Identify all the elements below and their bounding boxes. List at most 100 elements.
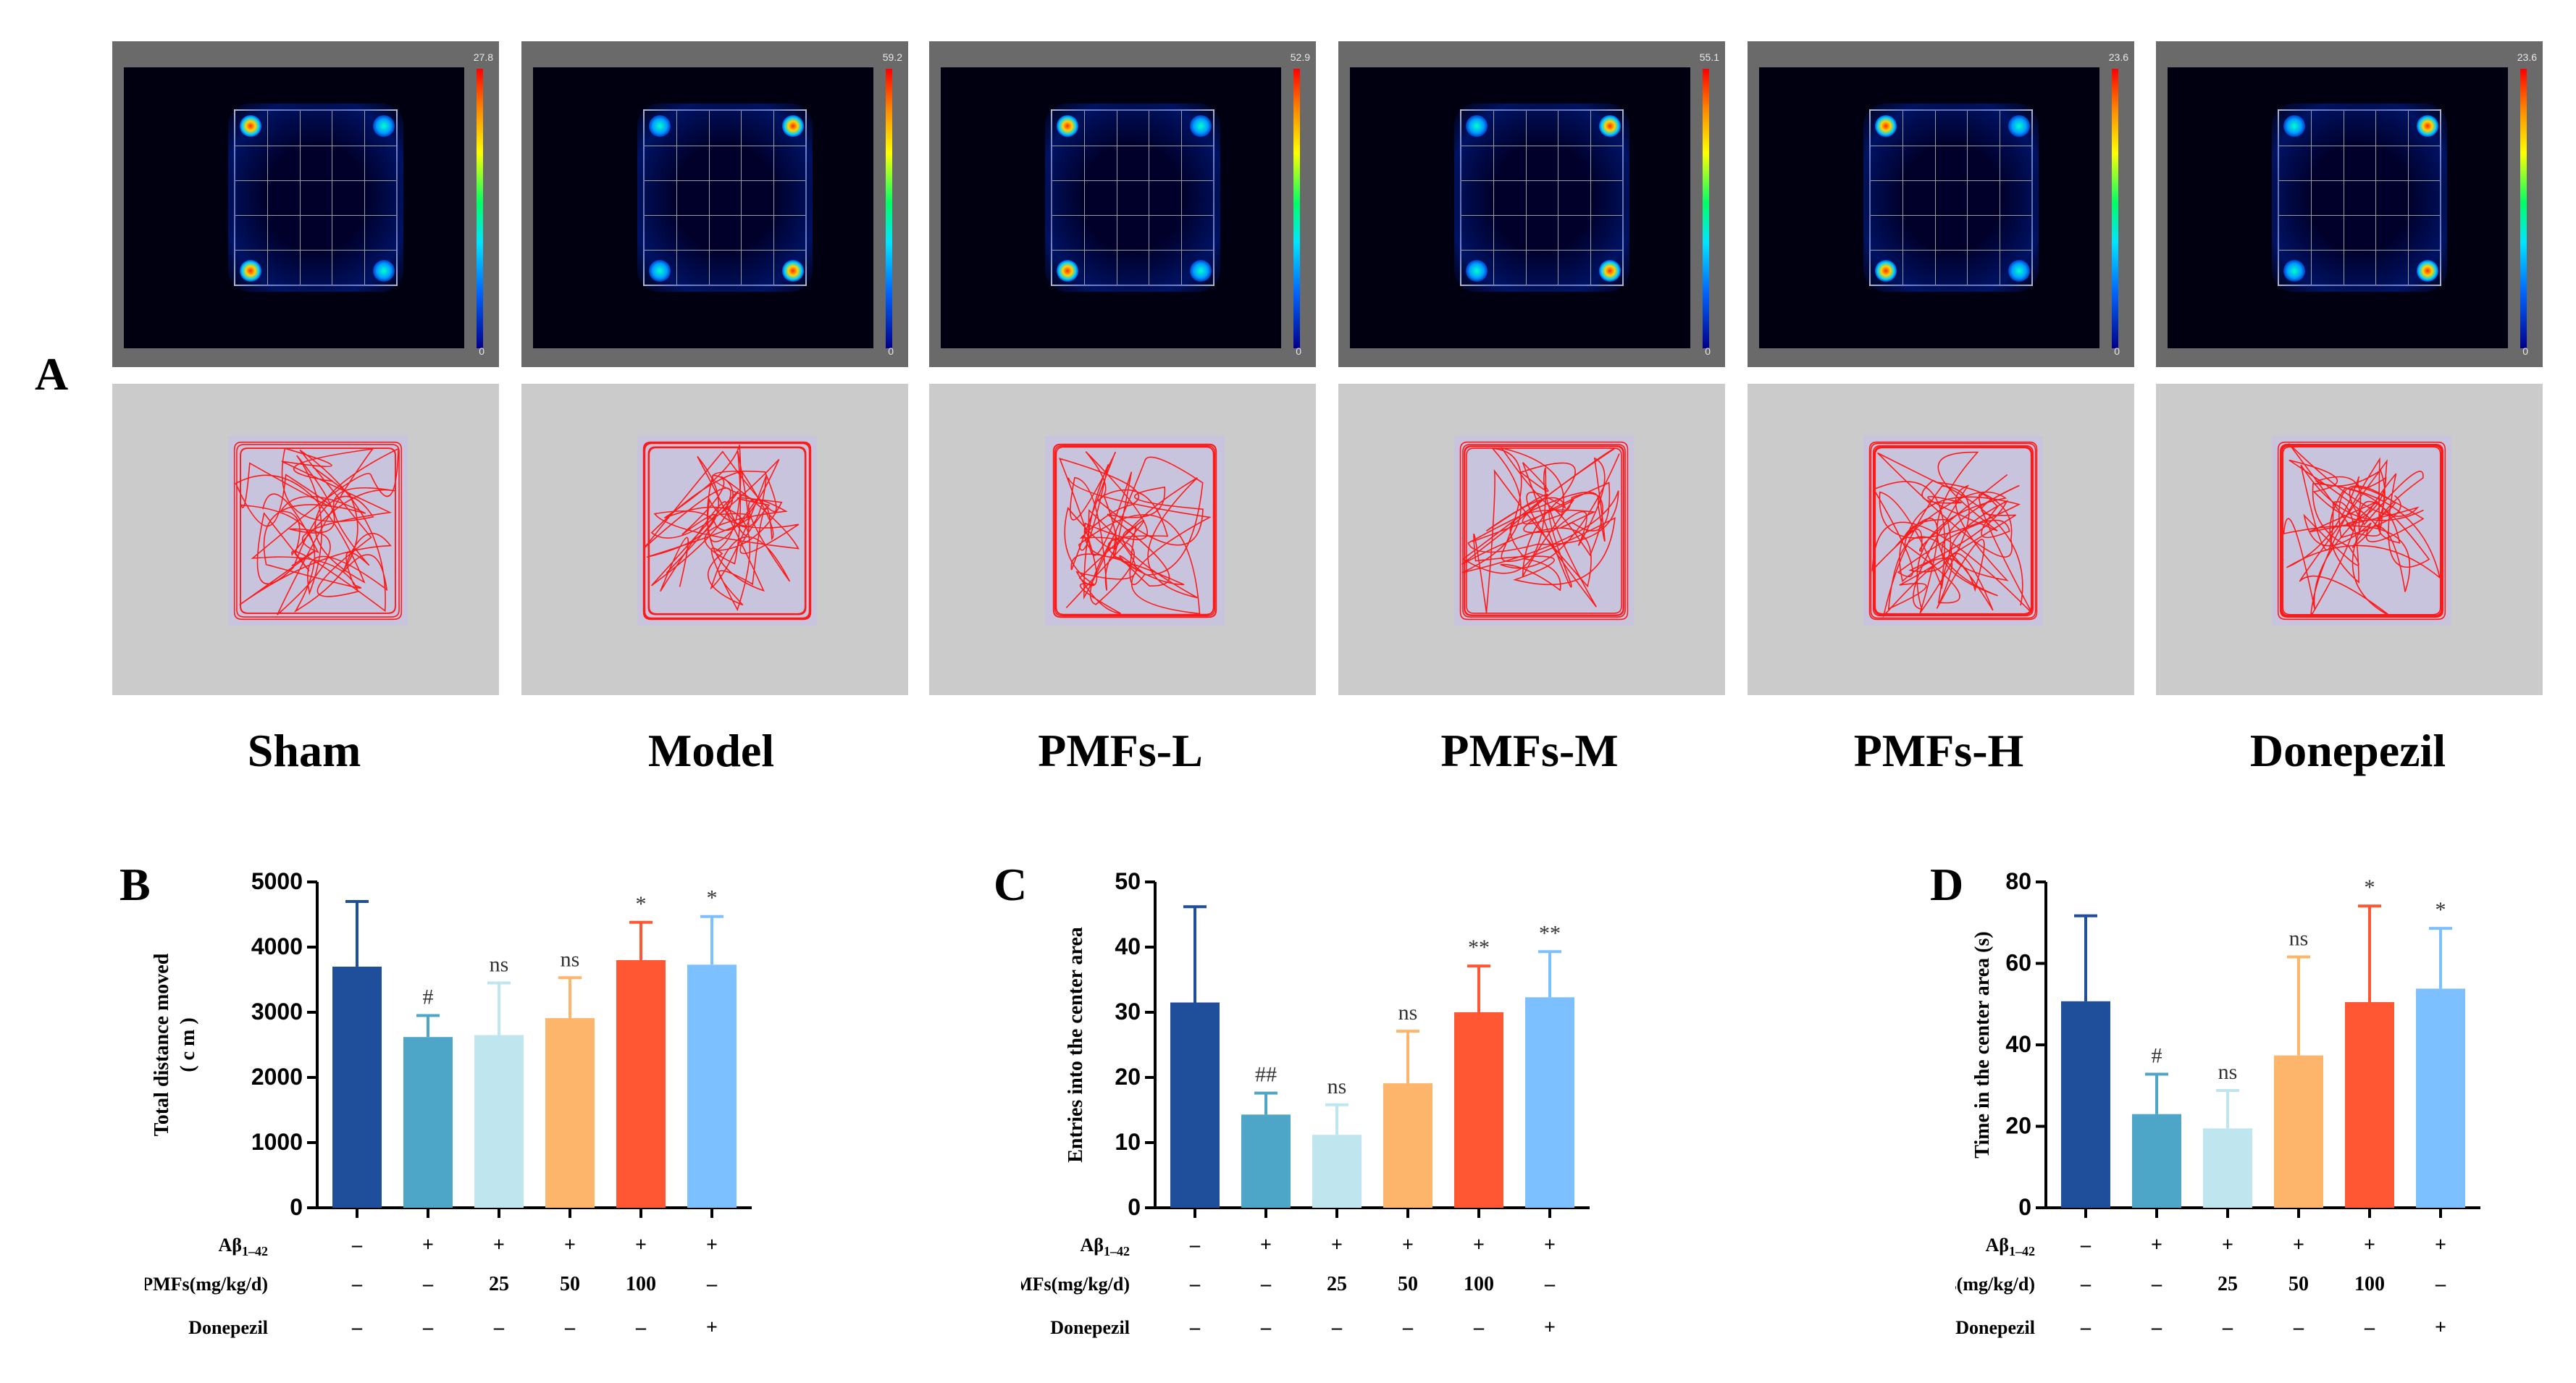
grid-line	[1934, 111, 1936, 285]
treatment-cell: +	[1544, 1316, 1556, 1339]
grid-line	[1052, 180, 1213, 181]
significance-label: #	[423, 985, 434, 1009]
panel-label-d: D	[1930, 859, 1964, 910]
colorbar-min-label: 0	[1296, 345, 1301, 357]
treatment-cell: –	[351, 1316, 363, 1339]
heatmap-donepezil: 23.6 0	[2156, 41, 2543, 367]
colorbar-min-label: 0	[888, 345, 894, 357]
treatment-row-label-sub: 1–42	[2009, 1244, 2035, 1258]
grid-line	[1902, 111, 1904, 285]
grid-line	[676, 111, 678, 285]
panel-label-c: C	[994, 859, 1028, 910]
treatment-cell: –	[564, 1316, 576, 1339]
y-tick-label: 40	[2005, 1031, 2031, 1057]
heatmap-arena-grid	[1045, 104, 1220, 292]
treatment-cell: +	[422, 1234, 434, 1256]
treatment-cell: 25	[1327, 1273, 1347, 1295]
heatmap-hotspot	[1599, 115, 1621, 137]
bar	[2132, 1114, 2181, 1208]
heatmap-hotspot	[1057, 260, 1078, 282]
treatment-cell: –	[351, 1234, 363, 1256]
heatmap-glow	[1454, 104, 1629, 292]
colorbar-max-label: 23.6	[2108, 51, 2128, 63]
treatment-cell: 50	[1398, 1273, 1418, 1295]
y-tick-label: 20	[2005, 1113, 2031, 1139]
grid-line	[2375, 111, 2377, 285]
treatment-cell: +	[1402, 1234, 1414, 1256]
bar	[2274, 1055, 2323, 1208]
heatmap-model: 59.2 0	[521, 41, 908, 367]
treatment-row-label-main: Aβ	[1081, 1235, 1104, 1256]
bar	[2061, 1001, 2110, 1208]
grid-line	[1461, 215, 1622, 216]
heatmap-arena-grid	[2272, 104, 2447, 292]
colorbar-min-label: 0	[479, 345, 484, 357]
treatment-cell: +	[2435, 1234, 2446, 1256]
treatment-cell: –	[2080, 1273, 2092, 1295]
treatment-cell: –	[1544, 1273, 1556, 1295]
significance-label: ns	[1327, 1075, 1347, 1098]
colorbar-max-label: 52.9	[1290, 51, 1310, 63]
treatment-cell: 25	[489, 1273, 509, 1295]
trajectory-path	[2277, 441, 2446, 621]
bar	[1170, 1002, 1220, 1208]
trajectory-path	[1868, 441, 2038, 621]
bar	[687, 964, 737, 1208]
y-tick-label: 40	[1115, 933, 1141, 959]
grid-line	[1967, 111, 1968, 285]
treatment-cell: +	[2222, 1234, 2233, 1256]
significance-label: *	[636, 892, 647, 916]
trajectory-path	[1459, 441, 1629, 621]
grid-line	[741, 111, 742, 285]
group-label-pmfs-m: PMFs-M	[1440, 725, 1619, 776]
grid-line	[708, 111, 710, 285]
treatment-cell: –	[1473, 1316, 1485, 1339]
grid-line	[1871, 180, 2031, 181]
heatmap-pmfs-h: 23.6 0	[1748, 41, 2134, 367]
heatmap-hotspot	[1190, 260, 1212, 282]
heatmap-hotspot	[240, 260, 261, 282]
treatment-row-label: Aβ1–42	[1081, 1235, 1130, 1258]
treatment-cell: –	[2080, 1316, 2092, 1339]
treatment-cell: –	[1189, 1316, 1201, 1339]
treatment-row-label: PMFs(mg/kg/d)	[1955, 1274, 2035, 1295]
bar	[2416, 988, 2465, 1208]
group-label-sham: Sham	[247, 725, 361, 776]
y-tick-label: 60	[2005, 950, 2031, 976]
colorbar	[1293, 69, 1300, 348]
treatment-cell: –	[1189, 1273, 1201, 1295]
bar	[1454, 1012, 1503, 1208]
heatmap-hotspot	[2283, 115, 2305, 137]
grid-line	[1590, 111, 1591, 285]
bar	[332, 967, 382, 1208]
significance-label: ns	[2218, 1060, 2238, 1084]
y-tick-label: 20	[1115, 1064, 1141, 1090]
treatment-row-label: PMFs(mg/kg/d)	[1021, 1274, 1130, 1295]
treatment-cell: –	[1189, 1234, 1201, 1256]
grid-line	[645, 215, 805, 216]
treatment-row-label: PMFs(mg/kg/d)	[145, 1274, 268, 1295]
bar	[616, 960, 666, 1208]
heatmap-hotspot	[2008, 260, 2030, 282]
y-tick-label: 0	[1128, 1194, 1141, 1220]
heatmap-glow	[1045, 104, 1220, 292]
grid-line	[2279, 250, 2440, 251]
grid-line	[1525, 111, 1527, 285]
treatment-cell: –	[2364, 1316, 2375, 1339]
grid-line	[1180, 111, 1182, 285]
treatment-row-label: Donepezil	[1050, 1317, 1130, 1338]
treatment-row-label-main: Donepezil	[1955, 1317, 2035, 1338]
trajectory-path	[233, 441, 403, 621]
bar	[2203, 1128, 2252, 1208]
grid-line	[1871, 250, 2031, 251]
heatmap-hotspot	[373, 115, 395, 137]
colorbar	[1703, 69, 1709, 348]
panel-label-a: A	[35, 348, 69, 400]
treatment-cell: +	[1544, 1234, 1556, 1256]
treatment-cell: +	[564, 1234, 576, 1256]
chart-b: 0 1000 2000 3000 4000 5000 Total distance move…	[141, 847, 898, 1369]
group-label-model: Model	[647, 725, 775, 776]
heatmap-glow	[2272, 104, 2447, 292]
grid-line	[1493, 111, 1495, 285]
